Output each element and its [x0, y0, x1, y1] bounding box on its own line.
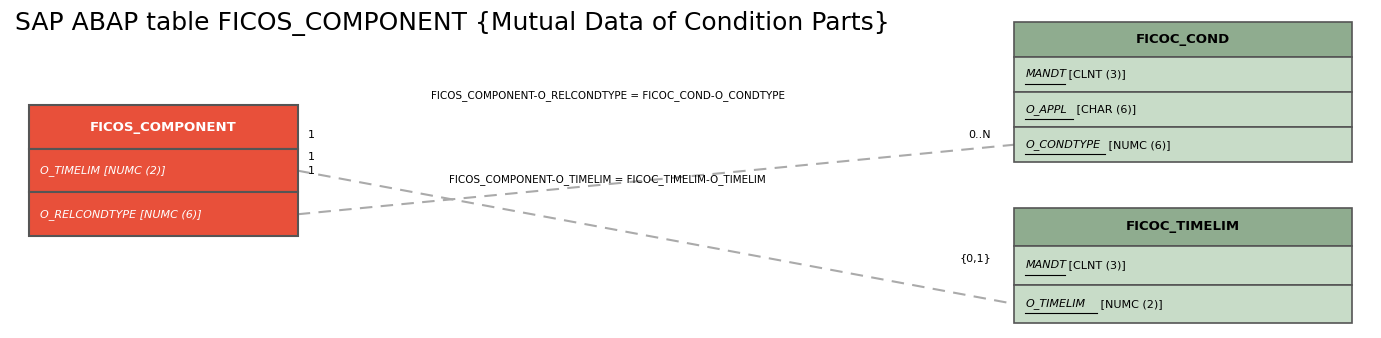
Text: [CHAR (6)]: [CHAR (6)] — [1073, 104, 1137, 115]
Text: SAP ABAP table FICOS_COMPONENT {Mutual Data of Condition Parts}: SAP ABAP table FICOS_COMPONENT {Mutual D… — [15, 11, 889, 37]
Text: FICOC_COND: FICOC_COND — [1137, 32, 1230, 46]
Text: [CLNT (3)]: [CLNT (3)] — [1065, 260, 1126, 270]
Text: O_TIMELIM [NUMC (2)]: O_TIMELIM [NUMC (2)] — [40, 165, 166, 176]
Text: FICOS_COMPONENT-O_RELCONDTYPE = FICOC_COND-O_CONDTYPE: FICOS_COMPONENT-O_RELCONDTYPE = FICOC_CO… — [431, 90, 784, 101]
FancyBboxPatch shape — [29, 105, 298, 149]
Text: [CLNT (3)]: [CLNT (3)] — [1065, 69, 1126, 79]
Text: O_RELCONDTYPE [NUMC (6)]: O_RELCONDTYPE [NUMC (6)] — [40, 209, 202, 220]
Text: FICOS_COMPONENT-O_TIMELIM = FICOC_TIMELIM-O_TIMELIM: FICOS_COMPONENT-O_TIMELIM = FICOC_TIMELI… — [449, 174, 766, 185]
Text: [NUMC (6)]: [NUMC (6)] — [1105, 140, 1171, 150]
Text: 1: 1 — [308, 166, 315, 176]
FancyBboxPatch shape — [1015, 92, 1352, 127]
Text: MANDT: MANDT — [1026, 260, 1066, 270]
FancyBboxPatch shape — [1015, 208, 1352, 246]
Text: O_CONDTYPE: O_CONDTYPE — [1026, 139, 1101, 150]
FancyBboxPatch shape — [1015, 22, 1352, 57]
Text: {0,1}: {0,1} — [960, 253, 992, 263]
Text: FICOS_COMPONENT: FICOS_COMPONENT — [90, 121, 236, 134]
Text: [NUMC (2)]: [NUMC (2)] — [1098, 299, 1163, 309]
FancyBboxPatch shape — [1015, 285, 1352, 323]
FancyBboxPatch shape — [1015, 246, 1352, 285]
Text: 0..N: 0..N — [968, 130, 992, 141]
FancyBboxPatch shape — [1015, 57, 1352, 92]
FancyBboxPatch shape — [29, 192, 298, 236]
Text: O_APPL: O_APPL — [1026, 104, 1068, 115]
Text: 1: 1 — [308, 130, 315, 141]
Text: FICOC_TIMELIM: FICOC_TIMELIM — [1126, 220, 1240, 233]
FancyBboxPatch shape — [1015, 127, 1352, 162]
Text: O_TIMELIM: O_TIMELIM — [1026, 298, 1085, 309]
FancyBboxPatch shape — [29, 149, 298, 192]
Text: MANDT: MANDT — [1026, 69, 1066, 79]
Text: 1: 1 — [308, 152, 315, 162]
